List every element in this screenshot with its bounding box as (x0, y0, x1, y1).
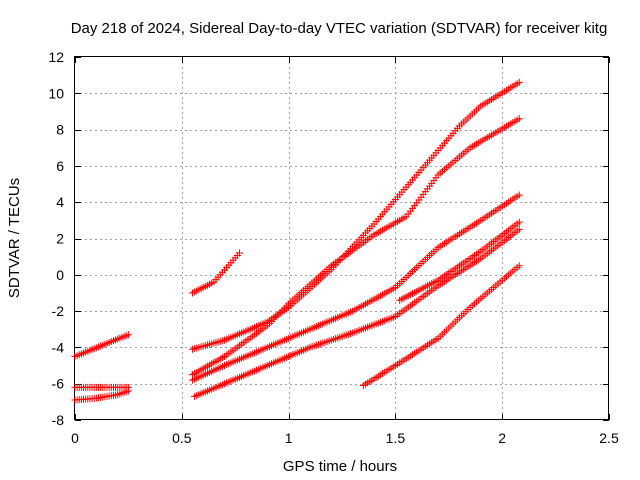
data-point (515, 78, 523, 86)
data-markers (71, 78, 523, 404)
series-arc-10 (359, 262, 523, 390)
plot-frame (74, 56, 609, 420)
y-tick-label: -2 (52, 303, 65, 319)
y-tick-label: -4 (52, 339, 65, 355)
y-tick-label: 6 (56, 158, 64, 174)
x-tick-label: 1.5 (386, 430, 406, 446)
data-point (515, 218, 523, 226)
x-tick-label: 0.5 (172, 430, 192, 446)
series-arc-1 (71, 331, 132, 360)
data-point (124, 331, 132, 339)
data-point (515, 262, 523, 270)
axis-ticks (75, 57, 610, 421)
series-arc-3 (71, 387, 132, 404)
y-tick-label: 12 (48, 49, 64, 65)
series-arc-9 (396, 218, 523, 304)
y-tick-label: 8 (56, 122, 64, 138)
y-tick-label: 2 (56, 231, 64, 247)
data-point (515, 225, 523, 233)
tick-labels: 0 0.5 1 1.5 2 2.5 -8 -6 -4 -2 0 2 4 6 8 10 12 (48, 49, 619, 446)
x-tick-label: 2 (498, 430, 506, 446)
data-point (235, 249, 243, 257)
y-tick-label: -8 (52, 412, 65, 428)
series-arc-4 (188, 249, 243, 297)
y-tick-label: 0 (56, 267, 64, 283)
series-arc-8 (191, 225, 523, 400)
data-point (124, 387, 132, 395)
data-point (515, 115, 523, 123)
x-tick-label: 1 (285, 430, 293, 446)
x-tick-label: 0 (71, 430, 79, 446)
series-arc-2 (71, 383, 132, 391)
chart-title: Day 218 of 2024, Sidereal Day-to-day VTE… (71, 20, 608, 37)
x-axis-label: GPS time / hours (283, 458, 397, 475)
y-axis-label: SDTVAR / TECUs (6, 178, 23, 298)
y-tick-label: -6 (52, 376, 65, 392)
x-tick-label: 2.5 (599, 430, 619, 446)
data-point (515, 191, 523, 199)
series-arc-6 (188, 115, 523, 379)
y-tick-label: 4 (56, 194, 64, 210)
series-arc-7 (188, 191, 523, 384)
y-tick-label: 10 (48, 85, 64, 101)
